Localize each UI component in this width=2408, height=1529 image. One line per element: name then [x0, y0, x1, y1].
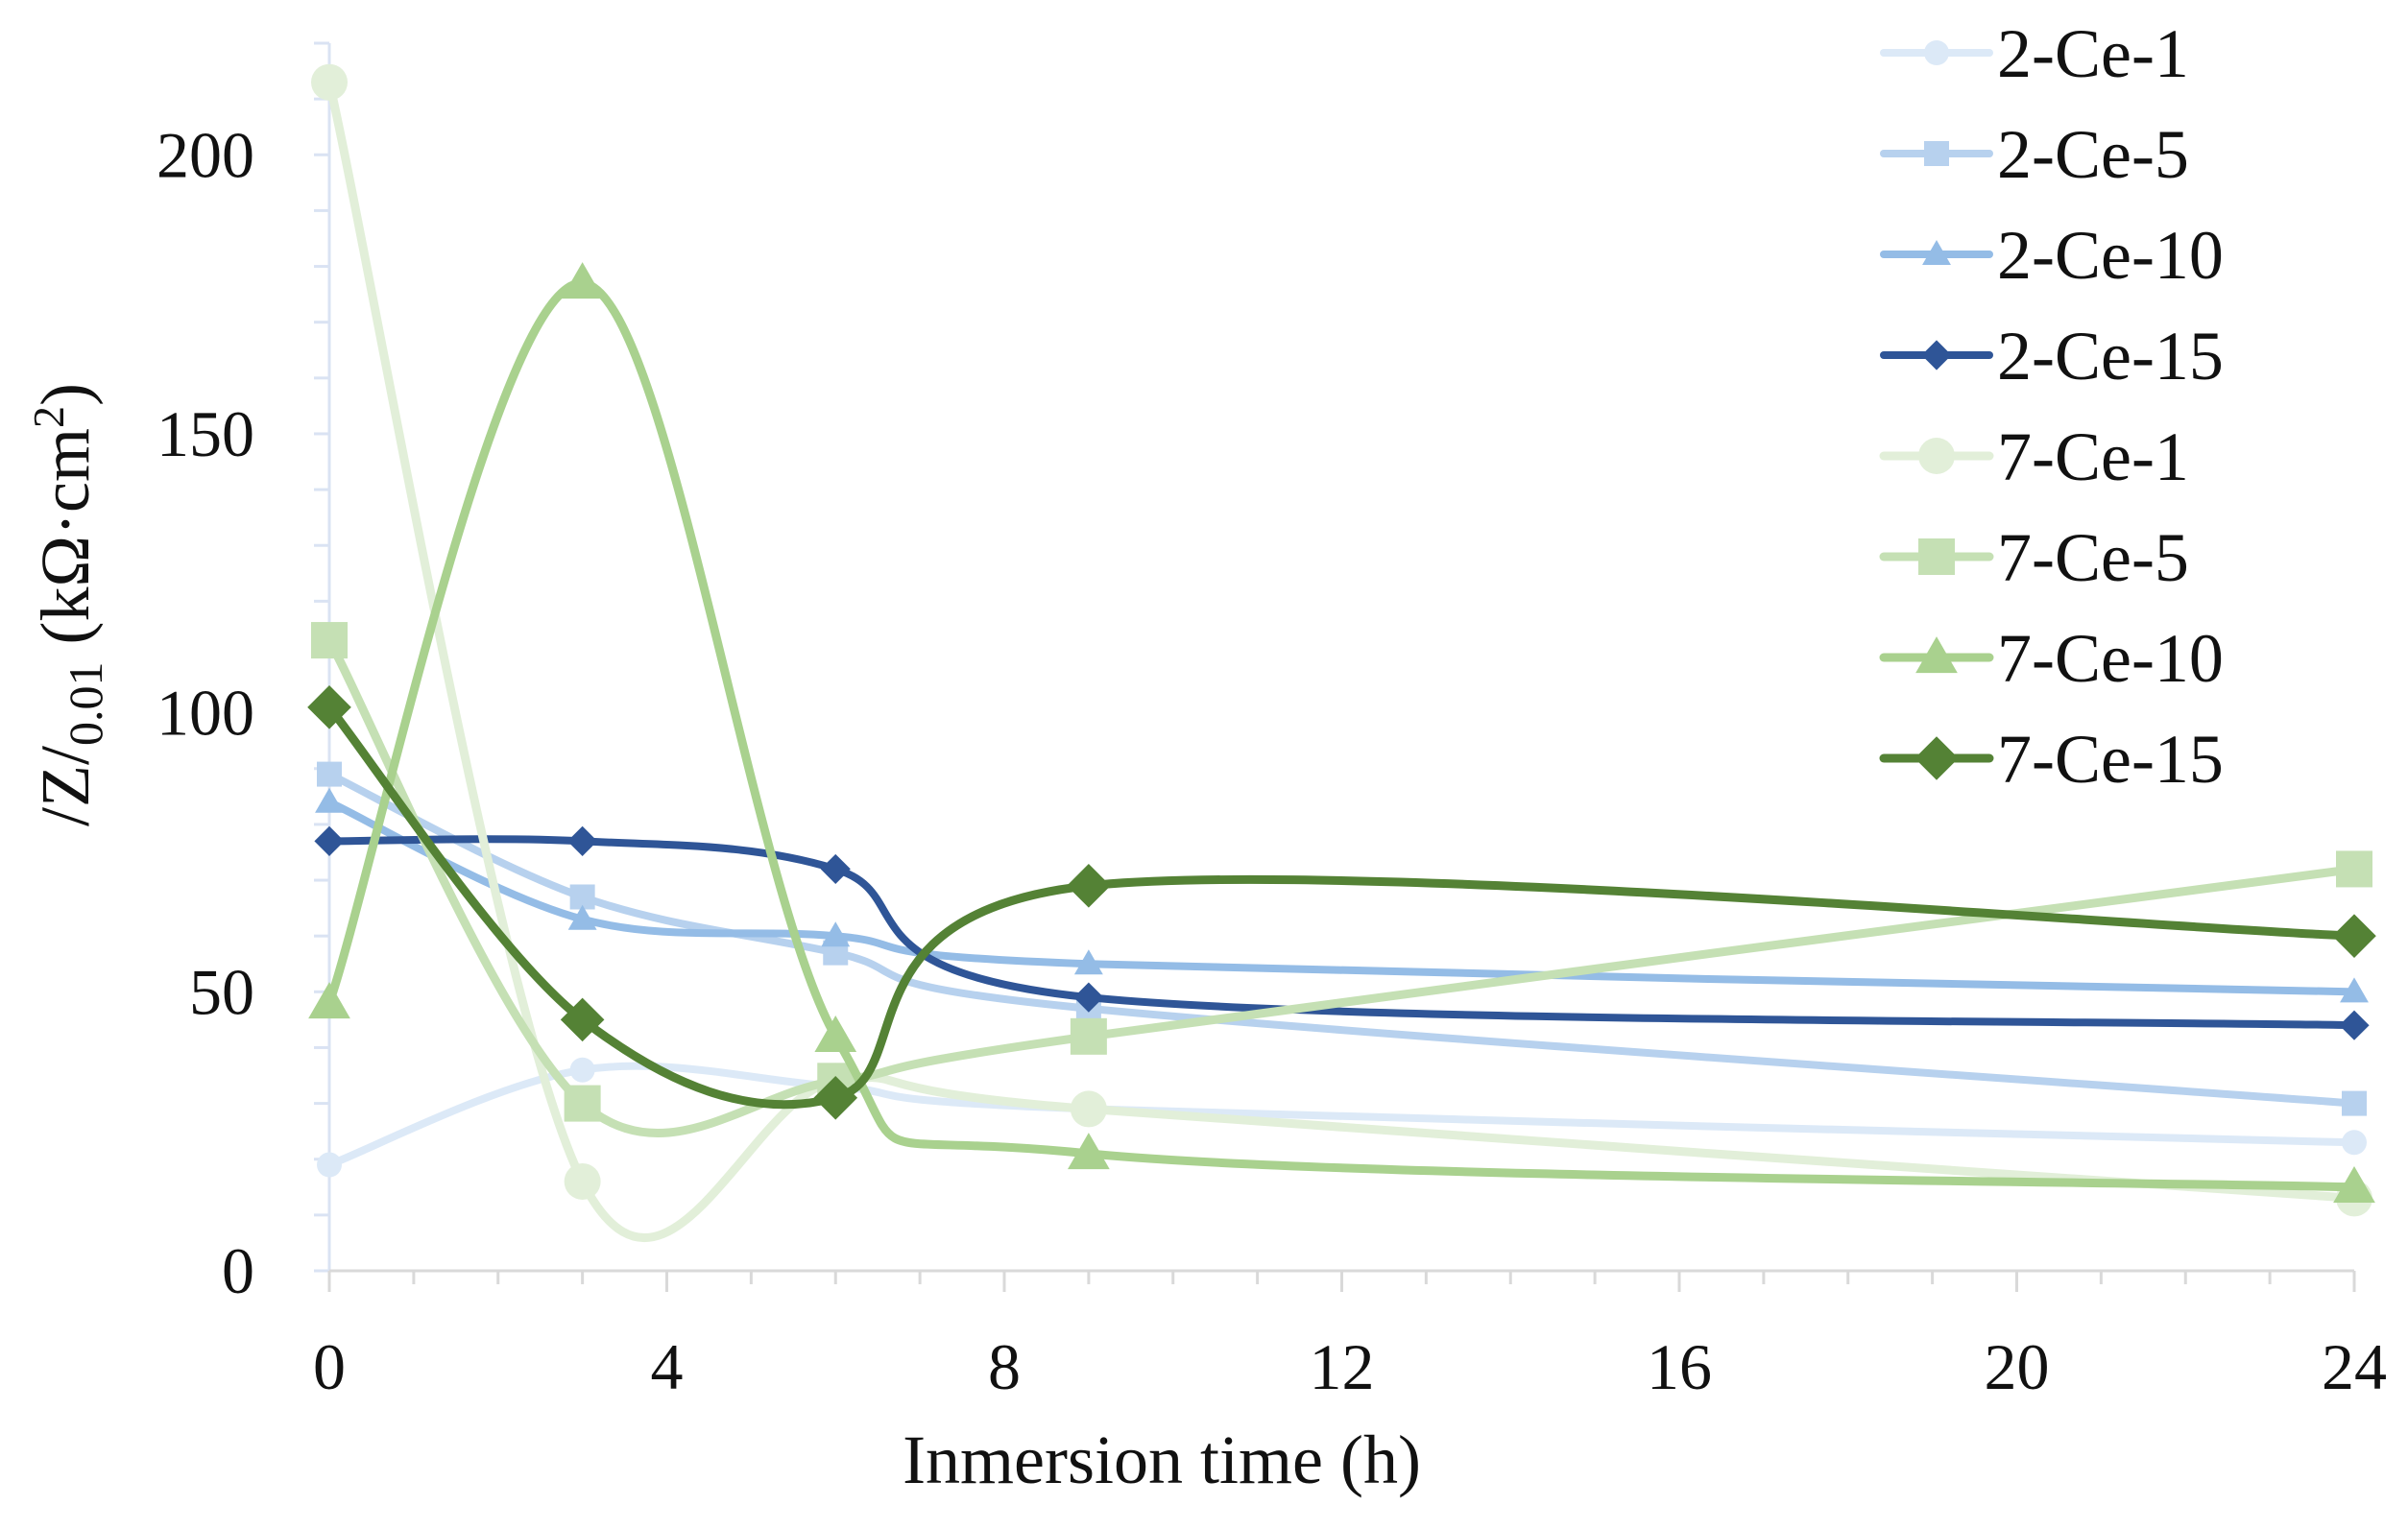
data-point-2-ce-15 — [2339, 1010, 2370, 1040]
series-7-ce-10 — [308, 262, 2375, 1203]
legend-item-7-ce-15: 7-Ce-15 — [1879, 721, 2224, 798]
legend-swatch-marker — [1922, 240, 1951, 266]
legend-label: 2-Ce-15 — [1997, 318, 2224, 394]
y-tick-label: 100 — [157, 677, 254, 750]
x-tick-label: 0 — [313, 1330, 346, 1403]
series-layer — [307, 63, 2376, 1243]
x-tick-label: 8 — [988, 1330, 1021, 1403]
data-point-7-ce-5 — [564, 1085, 601, 1122]
legend-label: 7-Ce-15 — [1997, 721, 2224, 798]
data-point-7-ce-15 — [307, 685, 351, 729]
data-point-7-ce-5 — [1070, 1017, 1107, 1055]
series-2-ce-10 — [315, 787, 2369, 1003]
y-axis-title-unit: (kΩ·cm — [27, 428, 104, 661]
data-point-7-ce-5 — [2336, 850, 2372, 888]
data-point-7-ce-10 — [308, 982, 350, 1019]
data-point-7-ce-1 — [564, 1162, 601, 1200]
legend-item-2-ce-5: 2-Ce-5 — [1880, 116, 2189, 193]
series-2-ce-5 — [317, 761, 2367, 1116]
y-axis-title-main: /Z/ — [27, 746, 104, 826]
data-point-7-ce-5 — [311, 622, 348, 659]
legend-label: 7-Ce-5 — [1997, 519, 2189, 596]
legend-label: 2-Ce-10 — [1997, 217, 2224, 294]
x-tick-label: 24 — [2322, 1330, 2387, 1403]
data-point-2-ce-10 — [821, 921, 851, 947]
data-point-2-ce-1 — [2342, 1130, 2367, 1156]
data-point-2-ce-5 — [2342, 1090, 2367, 1116]
series-7-ce-5 — [311, 622, 2372, 1137]
y-tick-label: 0 — [222, 1234, 254, 1307]
x-tick-labels: 0 4 8 12 16 20 24 — [313, 1330, 2387, 1403]
series-line-2-ce-1 — [325, 1062, 2358, 1169]
legend-label: 7-Ce-10 — [1997, 620, 2224, 697]
series-7-ce-15 — [307, 685, 2376, 1120]
data-point-7-ce-10 — [2333, 1165, 2375, 1203]
y-tick-label: 200 — [157, 118, 254, 191]
data-point-7-ce-15 — [813, 1075, 858, 1120]
data-point-2-ce-15 — [314, 825, 345, 856]
data-point-2-ce-1 — [569, 1057, 595, 1083]
legend-swatch-marker — [1914, 736, 1959, 780]
data-point-7-ce-10 — [1068, 1133, 1110, 1170]
legend-item-7-ce-10: 7-Ce-10 — [1879, 620, 2224, 697]
data-point-2-ce-10 — [567, 904, 597, 930]
y-axis-title-unit-close: ) — [27, 383, 104, 406]
series-line-7-ce-15 — [325, 703, 2359, 1110]
x-tick-label: 4 — [651, 1330, 684, 1403]
x-axis-title: Inmersion time (h) — [903, 1421, 1421, 1498]
legend-swatch-marker — [1918, 538, 1955, 575]
y-tick-label: 50 — [189, 955, 254, 1028]
legend-item-7-ce-5: 7-Ce-5 — [1879, 519, 2189, 596]
data-point-2-ce-10 — [1073, 949, 1103, 975]
data-point-7-ce-15 — [560, 997, 605, 1042]
x-tick-label: 12 — [1310, 1330, 1375, 1403]
y-axis-title: /Z/0.01 (kΩ·cm2) — [24, 383, 112, 826]
legend-swatch-marker — [1918, 438, 1955, 474]
series-line-2-ce-5 — [325, 770, 2358, 1108]
series-line-2-ce-10 — [325, 798, 2358, 996]
legend-item-2-ce-10: 2-Ce-10 — [1880, 217, 2224, 294]
y-axis-title-subscript: 0.01 — [59, 661, 112, 746]
series-2-ce-1 — [317, 1057, 2367, 1178]
x-tick-label: 20 — [1985, 1330, 2050, 1403]
data-point-2-ce-15 — [567, 825, 598, 856]
x-tick-marks — [327, 1271, 2356, 1292]
series-line-2-ce-15 — [325, 835, 2358, 1030]
data-point-2-ce-1 — [317, 1152, 342, 1178]
legend-label: 2-Ce-5 — [1997, 116, 2189, 193]
data-point-7-ce-1 — [311, 63, 348, 101]
legend-label: 2-Ce-1 — [1997, 15, 2189, 92]
legend-swatch-marker — [1924, 141, 1949, 166]
x-tick-label: 16 — [1647, 1330, 1712, 1403]
data-point-2-ce-10 — [2340, 977, 2369, 1003]
legend-item-7-ce-1: 7-Ce-1 — [1879, 418, 2189, 495]
legend-label: 7-Ce-1 — [1997, 418, 2189, 495]
legend-swatch-marker — [1924, 40, 1949, 65]
data-point-7-ce-15 — [2332, 914, 2376, 958]
legend: 2-Ce-1 2-Ce-5 2-Ce-10 2-Ce-15 7-Ce-1 7-Ce-5 7-… — [1879, 15, 2224, 798]
data-point-7-ce-1 — [1070, 1090, 1107, 1128]
data-point-7-ce-15 — [1067, 864, 1111, 908]
y-tick-label: 150 — [157, 397, 254, 470]
data-point-2-ce-10 — [315, 787, 344, 813]
legend-item-2-ce-15: 2-Ce-15 — [1880, 318, 2224, 394]
data-point-7-ce-10 — [814, 1015, 857, 1052]
legend-swatch-marker — [1921, 340, 1952, 370]
data-point-7-ce-10 — [561, 262, 604, 299]
data-point-2-ce-15 — [1073, 982, 1104, 1013]
series-line-7-ce-5 — [325, 635, 2359, 1137]
data-point-2-ce-5 — [317, 761, 342, 787]
legend-item-2-ce-1: 2-Ce-1 — [1880, 15, 2189, 92]
data-point-2-ce-15 — [820, 853, 851, 885]
y-tick-labels: 0 50 100 150 200 — [157, 118, 254, 1307]
series-2-ce-15 — [314, 825, 2370, 1040]
y-axis-title-superscript: 2 — [24, 406, 73, 428]
legend-swatch-marker — [1915, 636, 1958, 674]
